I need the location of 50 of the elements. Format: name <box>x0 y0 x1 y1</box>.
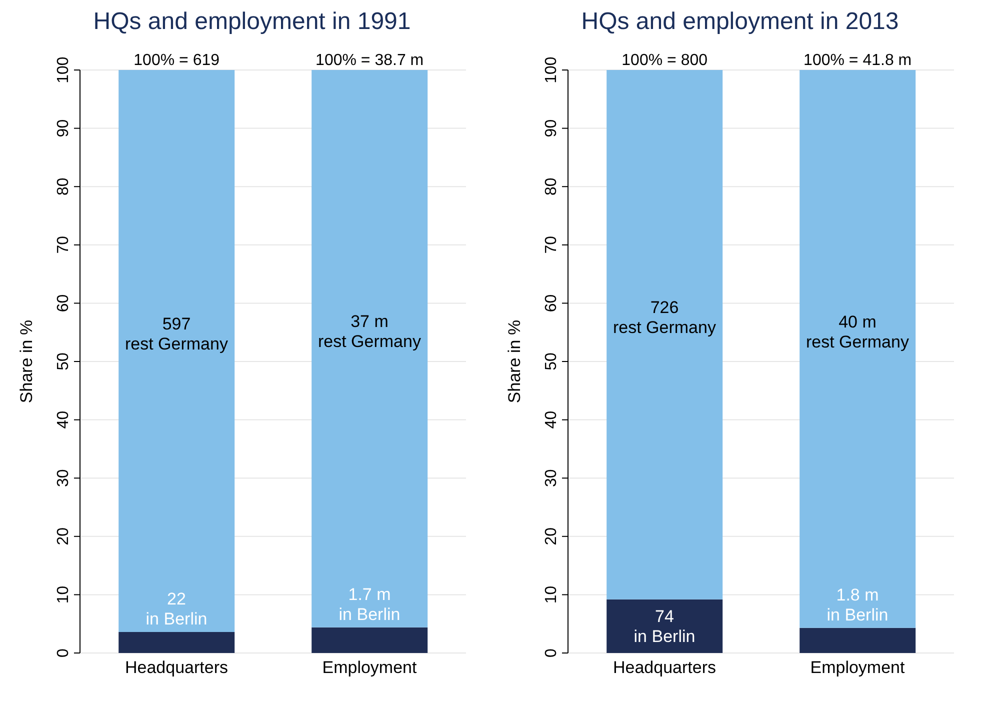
y-tick-label: 20 <box>543 527 560 546</box>
bar <box>118 632 235 653</box>
bar <box>312 70 428 628</box>
annotation: 1.7 m in Berlin <box>338 585 400 624</box>
y-tick-label: 90 <box>55 119 72 138</box>
y-tick-label: 30 <box>55 469 72 487</box>
y-tick-label: 70 <box>543 236 560 254</box>
y-tick-label: 40 <box>55 410 72 429</box>
total-label: 100% = 619 <box>134 52 220 69</box>
y-tick-label: 30 <box>543 469 560 487</box>
y-tick-label: 50 <box>55 352 72 370</box>
y-tick-label: 50 <box>543 352 560 370</box>
y-tick-label: 10 <box>55 586 72 604</box>
x-tick-label: Headquarters <box>612 658 716 678</box>
x-tick-label: Employment <box>810 658 906 678</box>
bar <box>606 70 723 600</box>
x-tick-label: Headquarters <box>124 658 228 678</box>
total-label: 100% = 38.7 m <box>316 52 424 69</box>
bar <box>800 628 916 653</box>
total-label: 100% = 41.8 m <box>804 52 912 69</box>
bar <box>118 70 235 632</box>
y-tick-label: 10 <box>543 586 560 604</box>
y-tick-label: 0 <box>543 648 560 658</box>
y-tick-label: 80 <box>543 178 560 196</box>
chart-title: HQs and employment in 2013 <box>580 8 900 37</box>
annotation: 22 in Berlin <box>146 590 208 629</box>
y-axis-title: Share in % <box>17 320 36 404</box>
y-tick-label: 100 <box>543 56 560 84</box>
y-tick-label: 60 <box>543 294 560 312</box>
bar <box>312 627 428 653</box>
y-tick-label: 80 <box>55 178 72 196</box>
x-tick-label: Employment <box>322 658 418 678</box>
total-label: 100% = 800 <box>622 52 708 69</box>
y-tick-label: 40 <box>543 410 560 429</box>
y-axis-title: Share in % <box>505 320 524 404</box>
annotation: 74 in Berlin <box>634 607 696 646</box>
y-tick-label: 90 <box>543 119 560 138</box>
y-tick-label: 60 <box>55 294 72 312</box>
annotation: 597 rest Germany <box>125 314 228 354</box>
bar <box>606 599 723 653</box>
annotation: 726 rest Germany <box>613 298 716 338</box>
y-tick-label: 0 <box>55 648 72 658</box>
annotation: 1.8 m in Berlin <box>826 586 888 625</box>
chart-title: HQs and employment in 1991 <box>92 8 412 37</box>
annotation: 40 m rest Germany <box>806 312 910 352</box>
y-tick-label: 100 <box>55 56 72 84</box>
bar <box>800 70 916 628</box>
y-tick-label: 70 <box>55 236 72 254</box>
y-tick-label: 20 <box>55 527 72 546</box>
annotation: 37 m rest Germany <box>318 312 422 352</box>
